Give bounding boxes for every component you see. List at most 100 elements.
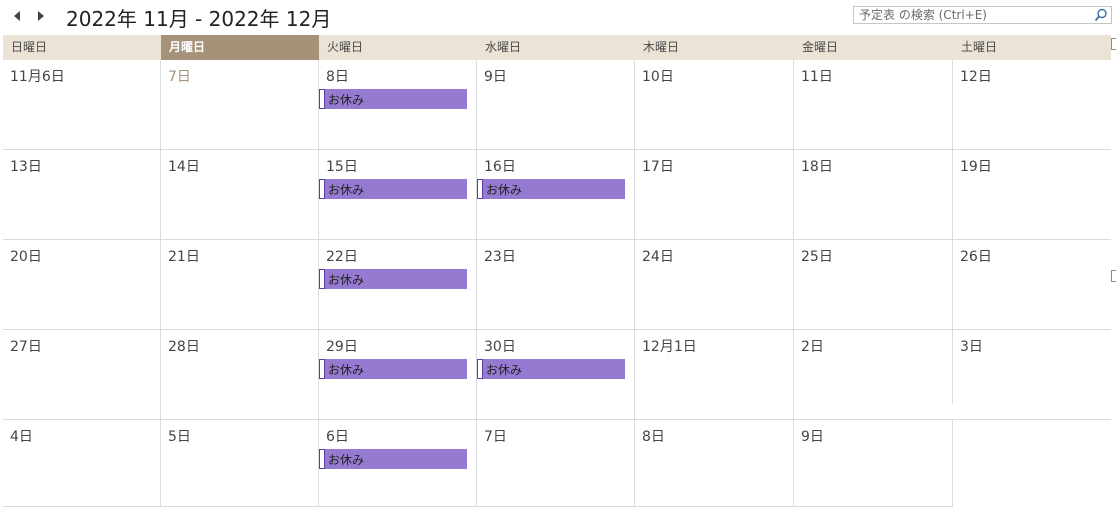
day-number: 11月6日 (10, 69, 65, 85)
grid-gap (920, 404, 1111, 419)
calendar-toolbar: 2022年 11月 - 2022年 12月 (0, 0, 1116, 34)
event-status-marker (477, 179, 483, 199)
event-title: お休み (328, 273, 365, 287)
day-number: 12月1日 (642, 339, 697, 355)
day-cell[interactable]: 25日 (794, 240, 953, 330)
event-block[interactable]: お休み (319, 89, 467, 109)
day-number: 22日 (326, 249, 358, 265)
event-block[interactable]: お休み (319, 359, 467, 379)
event-block[interactable]: お休み (319, 449, 467, 469)
date-range-title: 2022年 11月 - 2022年 12月 (66, 7, 332, 31)
vertical-scrollbar[interactable] (1111, 35, 1116, 507)
day-number: 3日 (960, 339, 983, 355)
event-title: お休み (328, 453, 365, 467)
magnifier-icon[interactable] (1094, 8, 1108, 22)
day-cell[interactable]: 4日 (3, 420, 161, 507)
day-cell[interactable]: 8日 (635, 420, 794, 507)
day-number: 17日 (642, 159, 674, 175)
day-cell[interactable]: 24日 (635, 240, 794, 330)
weekday-header-5: 金曜日 (802, 40, 839, 54)
day-number: 4日 (10, 429, 33, 445)
day-cell[interactable]: 11日 (794, 60, 953, 150)
day-number: 18日 (801, 159, 833, 175)
day-number: 25日 (801, 249, 833, 265)
event-status-marker (319, 269, 325, 289)
day-cell[interactable]: 9日 (794, 420, 953, 507)
day-number: 16日 (484, 159, 516, 175)
event-title: お休み (486, 183, 523, 197)
day-number: 12日 (960, 69, 992, 85)
day-number: 26日 (960, 249, 992, 265)
event-block[interactable]: お休み (319, 269, 467, 289)
event-block[interactable]: お休み (477, 179, 625, 199)
day-number: 8日 (326, 69, 349, 85)
day-cell[interactable]: 5日 (161, 420, 319, 507)
event-block[interactable]: お休み (319, 179, 467, 199)
day-cell[interactable]: 29日 お休み (319, 330, 477, 420)
event-status-marker (319, 179, 325, 199)
day-number: 21日 (168, 249, 200, 265)
day-cell[interactable]: 6日お休み (319, 420, 477, 507)
day-cell[interactable]: 12日 (953, 60, 1111, 150)
day-cell[interactable]: 15日お休み (319, 150, 477, 240)
day-cell[interactable]: 7日 (477, 420, 635, 507)
day-cell[interactable]: 2日 (794, 330, 953, 420)
calendar-search-box[interactable] (853, 6, 1112, 24)
day-cell[interactable]: 10日 (635, 60, 794, 150)
day-cell[interactable]: 19日 (953, 150, 1111, 240)
day-cell[interactable]: 20日 (3, 240, 161, 330)
weekday-header-2: 火曜日 (327, 40, 364, 54)
day-cell[interactable]: 27日 (3, 330, 161, 420)
day-number: 13日 (10, 159, 42, 175)
scroll-top-marker[interactable] (1111, 38, 1116, 50)
day-cell[interactable]: 13日 (3, 150, 161, 240)
day-number: 28日 (168, 339, 200, 355)
day-cell[interactable]: 8日お休み (319, 60, 477, 150)
day-number: 5日 (168, 429, 191, 445)
day-cell[interactable]: 11月6日 (3, 60, 161, 150)
day-number: 7日 (484, 429, 507, 445)
day-cell[interactable]: 22日お休み (319, 240, 477, 330)
day-number: 2日 (801, 339, 824, 355)
day-cell[interactable]: 9日 (477, 60, 635, 150)
event-status-marker (319, 449, 325, 469)
day-number: 27日 (10, 339, 42, 355)
day-number: 9日 (484, 69, 507, 85)
day-cell[interactable]: 28日 (161, 330, 319, 420)
day-cell[interactable]: 26日 (953, 240, 1111, 330)
month-calendar: 日曜日 月曜日 火曜日 水曜日 木曜日 金曜日 土曜日 11月6日 7日 8日 お休み 9日 10日 1… (3, 35, 1111, 507)
day-number: 7日 (168, 69, 191, 85)
event-status-marker (319, 89, 325, 109)
day-cell[interactable]: 23日 (477, 240, 635, 330)
calendar-grid: 11月6日 7日 8日 お休み 9日 10日 11日 12日 13日 14日 15日 お休み 16日 お休… (3, 60, 1111, 507)
day-number: 30日 (484, 339, 516, 355)
scroll-thumb[interactable] (1111, 270, 1116, 282)
day-cell[interactable]: 12月1日 (635, 330, 794, 420)
day-cell[interactable]: 30日お休み (477, 330, 635, 420)
event-status-marker (477, 359, 483, 379)
chevron-right-icon[interactable] (34, 9, 48, 23)
day-number: 11日 (801, 69, 833, 85)
weekday-header-row: 日曜日 月曜日 火曜日 水曜日 木曜日 金曜日 土曜日 (3, 35, 1111, 60)
day-number: 23日 (484, 249, 516, 265)
chevron-left-icon[interactable] (10, 9, 24, 23)
day-number: 14日 (168, 159, 200, 175)
day-cell[interactable]: 7日 (161, 60, 319, 150)
day-number: 6日 (326, 429, 349, 445)
day-cell[interactable]: 14日 (161, 150, 319, 240)
day-number: 20日 (10, 249, 42, 265)
day-number: 10日 (642, 69, 674, 85)
day-cell[interactable]: 17日 (635, 150, 794, 240)
day-number: 15日 (326, 159, 358, 175)
day-cell[interactable]: 21日 (161, 240, 319, 330)
event-block[interactable]: お休み (477, 359, 625, 379)
calendar-search-input[interactable] (854, 7, 1095, 23)
weekday-header-3: 水曜日 (485, 40, 522, 54)
day-cell[interactable]: 16日お休み (477, 150, 635, 240)
event-title: お休み (328, 93, 365, 107)
weekday-header-0: 日曜日 (11, 40, 48, 54)
day-cell[interactable]: 18日 (794, 150, 953, 240)
event-title: お休み (328, 183, 365, 197)
day-number: 9日 (801, 429, 824, 445)
event-status-marker (319, 359, 325, 379)
